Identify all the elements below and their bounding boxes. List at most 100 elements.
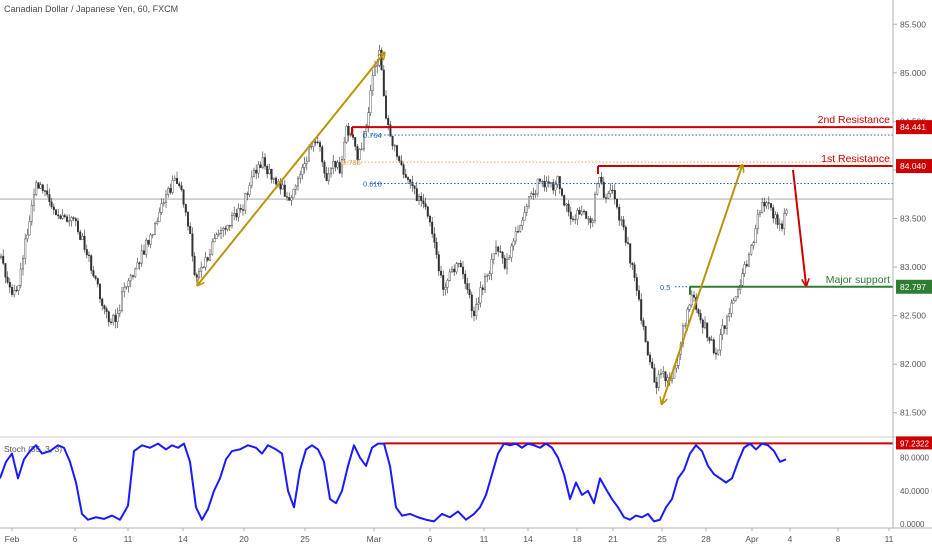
candle-up — [26, 234, 29, 240]
fib-label: 0.5 — [660, 283, 670, 292]
candle-up — [250, 176, 253, 186]
candle-down — [109, 321, 112, 323]
candle-up — [541, 180, 544, 183]
candle-down — [264, 157, 267, 167]
candle-down — [631, 263, 634, 266]
candle-down — [44, 190, 47, 192]
candle-up — [145, 239, 148, 255]
candle-up — [488, 273, 491, 276]
candle-down — [52, 206, 55, 211]
candle-down — [635, 277, 638, 291]
candle-down — [96, 278, 99, 285]
candle-up — [158, 212, 161, 222]
candle-up — [272, 177, 275, 180]
candle-down — [382, 69, 385, 97]
candle-down — [180, 185, 183, 191]
candle-down — [543, 180, 546, 188]
candle-down — [552, 182, 555, 191]
candle-down — [74, 218, 77, 222]
candle-up — [743, 264, 746, 274]
candle-down — [184, 204, 187, 213]
candle-down — [101, 298, 104, 306]
candle-up — [233, 213, 236, 216]
candle-up — [752, 242, 755, 246]
candle-up — [330, 168, 333, 175]
candle-down — [426, 206, 429, 217]
candle-down — [65, 216, 68, 222]
candle-down — [402, 164, 405, 175]
candle-down — [466, 283, 469, 290]
candle-up — [519, 225, 522, 232]
candle-up — [360, 148, 363, 150]
candle-up — [345, 126, 348, 143]
candle-up — [550, 182, 553, 184]
candle-up — [327, 173, 330, 181]
candle-up — [565, 203, 568, 206]
candle-up — [761, 202, 764, 213]
x-tick-label: 14 — [178, 534, 188, 544]
x-tick-label: 11 — [885, 534, 894, 544]
candle-down — [83, 235, 86, 250]
candle-up — [248, 184, 251, 195]
candle-down — [266, 165, 269, 175]
candle-down — [338, 162, 341, 174]
candle-up — [167, 188, 170, 195]
candle-down — [429, 215, 432, 223]
candle-down — [319, 142, 322, 148]
x-tick-label: 20 — [239, 534, 249, 544]
candle-down — [499, 251, 502, 253]
candle-up — [512, 240, 515, 247]
level-label: 2nd Resistance — [818, 114, 891, 126]
candle-down — [92, 270, 95, 277]
candle-down — [618, 206, 621, 221]
candle-up — [376, 65, 379, 67]
candle-up — [343, 142, 346, 160]
candle-up — [30, 204, 33, 222]
trend-arrow — [792, 169, 806, 285]
candle-down — [622, 219, 625, 228]
candle-up — [486, 275, 489, 277]
candle-down — [701, 319, 704, 328]
candle-down — [404, 174, 407, 178]
candle-down — [422, 200, 425, 205]
x-tick-label: 4 — [788, 534, 793, 544]
candle-up — [202, 266, 205, 269]
candle-up — [140, 250, 143, 264]
candle-up — [688, 304, 691, 310]
candle-up — [598, 176, 601, 184]
candle-up — [213, 238, 216, 243]
stoch-level-tag — [896, 436, 932, 450]
candle-up — [719, 334, 722, 351]
candle-up — [299, 174, 302, 179]
candle-up — [479, 287, 482, 304]
price-tick-label: 83.500 — [900, 214, 926, 224]
candle-down — [195, 274, 198, 278]
candle-up — [756, 213, 759, 229]
candle-up — [134, 268, 137, 277]
candle-up — [495, 246, 498, 254]
x-tick-label: 25 — [300, 534, 310, 544]
x-tick-label: 14 — [523, 534, 533, 544]
candle-down — [387, 118, 390, 126]
candle-down — [396, 145, 399, 157]
candle-up — [609, 189, 612, 194]
candle-down — [186, 212, 189, 227]
x-tick-label: 21 — [608, 534, 618, 544]
candle-down — [325, 172, 328, 181]
level-price-tag — [896, 120, 932, 135]
candle-down — [193, 255, 196, 275]
price-tick-label: 82.500 — [900, 311, 926, 321]
candle-up — [596, 183, 599, 195]
candle-down — [708, 337, 711, 341]
price-tick-label: 81.500 — [900, 408, 926, 418]
candle-up — [774, 214, 777, 219]
candle-down — [723, 325, 726, 329]
candle-up — [754, 228, 757, 244]
stoch-tick-label: 40.0000 — [900, 487, 929, 496]
x-tick-label: 25 — [657, 534, 667, 544]
candle-up — [332, 161, 335, 170]
candle-up — [120, 291, 123, 311]
candle-down — [2, 255, 5, 264]
candle-down — [79, 231, 82, 240]
candle-down — [459, 262, 462, 268]
